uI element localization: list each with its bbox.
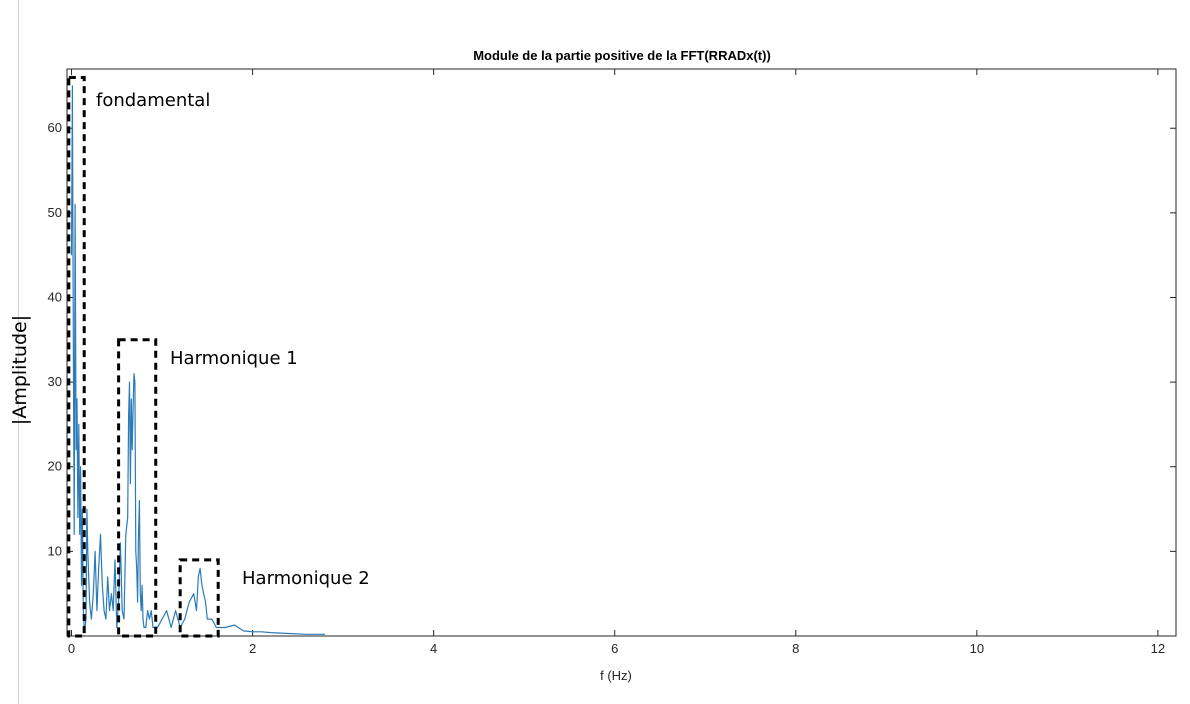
axes-box xyxy=(66,68,1177,637)
box-fondamental xyxy=(67,75,86,638)
y-tick-label: 20 xyxy=(48,459,62,474)
y-tick-label: 10 xyxy=(48,543,62,558)
box-harmonique-1 xyxy=(117,338,158,638)
x-axis-label: f (Hz) xyxy=(600,668,632,683)
x-tick-label: 10 xyxy=(970,641,984,656)
y-axis-label: |Amplitude| xyxy=(9,315,31,425)
x-tick-label: 12 xyxy=(1151,641,1165,656)
plot-area: 0 2 4 6 8 10 12 10 20 30 40 50 60 xyxy=(48,68,1177,656)
x-tick-label: 8 xyxy=(792,641,799,656)
chart-title: Module de la partie positive de la FFT(R… xyxy=(473,48,771,63)
annotation-fondamental: fondamental xyxy=(96,90,210,111)
x-tick-label: 0 xyxy=(68,641,75,656)
annotation-harmonique-1: Harmonique 1 xyxy=(170,348,298,369)
x-tick-label: 6 xyxy=(611,641,618,656)
y-tick-label: 40 xyxy=(48,289,62,304)
annotation-harmonique-2: Harmonique 2 xyxy=(242,568,370,589)
y-tick-label: 60 xyxy=(48,120,62,135)
fft-series-line xyxy=(70,85,325,635)
y-tick-label: 50 xyxy=(48,205,62,220)
x-tick-label: 4 xyxy=(430,641,437,656)
x-tick-label: 2 xyxy=(249,641,256,656)
y-tick-label: 30 xyxy=(48,374,62,389)
box-harmonique-2 xyxy=(178,558,220,638)
figure-left-border xyxy=(18,0,19,704)
annotation-layer: fondamental Harmonique 1 Harmonique 2 xyxy=(96,90,370,589)
